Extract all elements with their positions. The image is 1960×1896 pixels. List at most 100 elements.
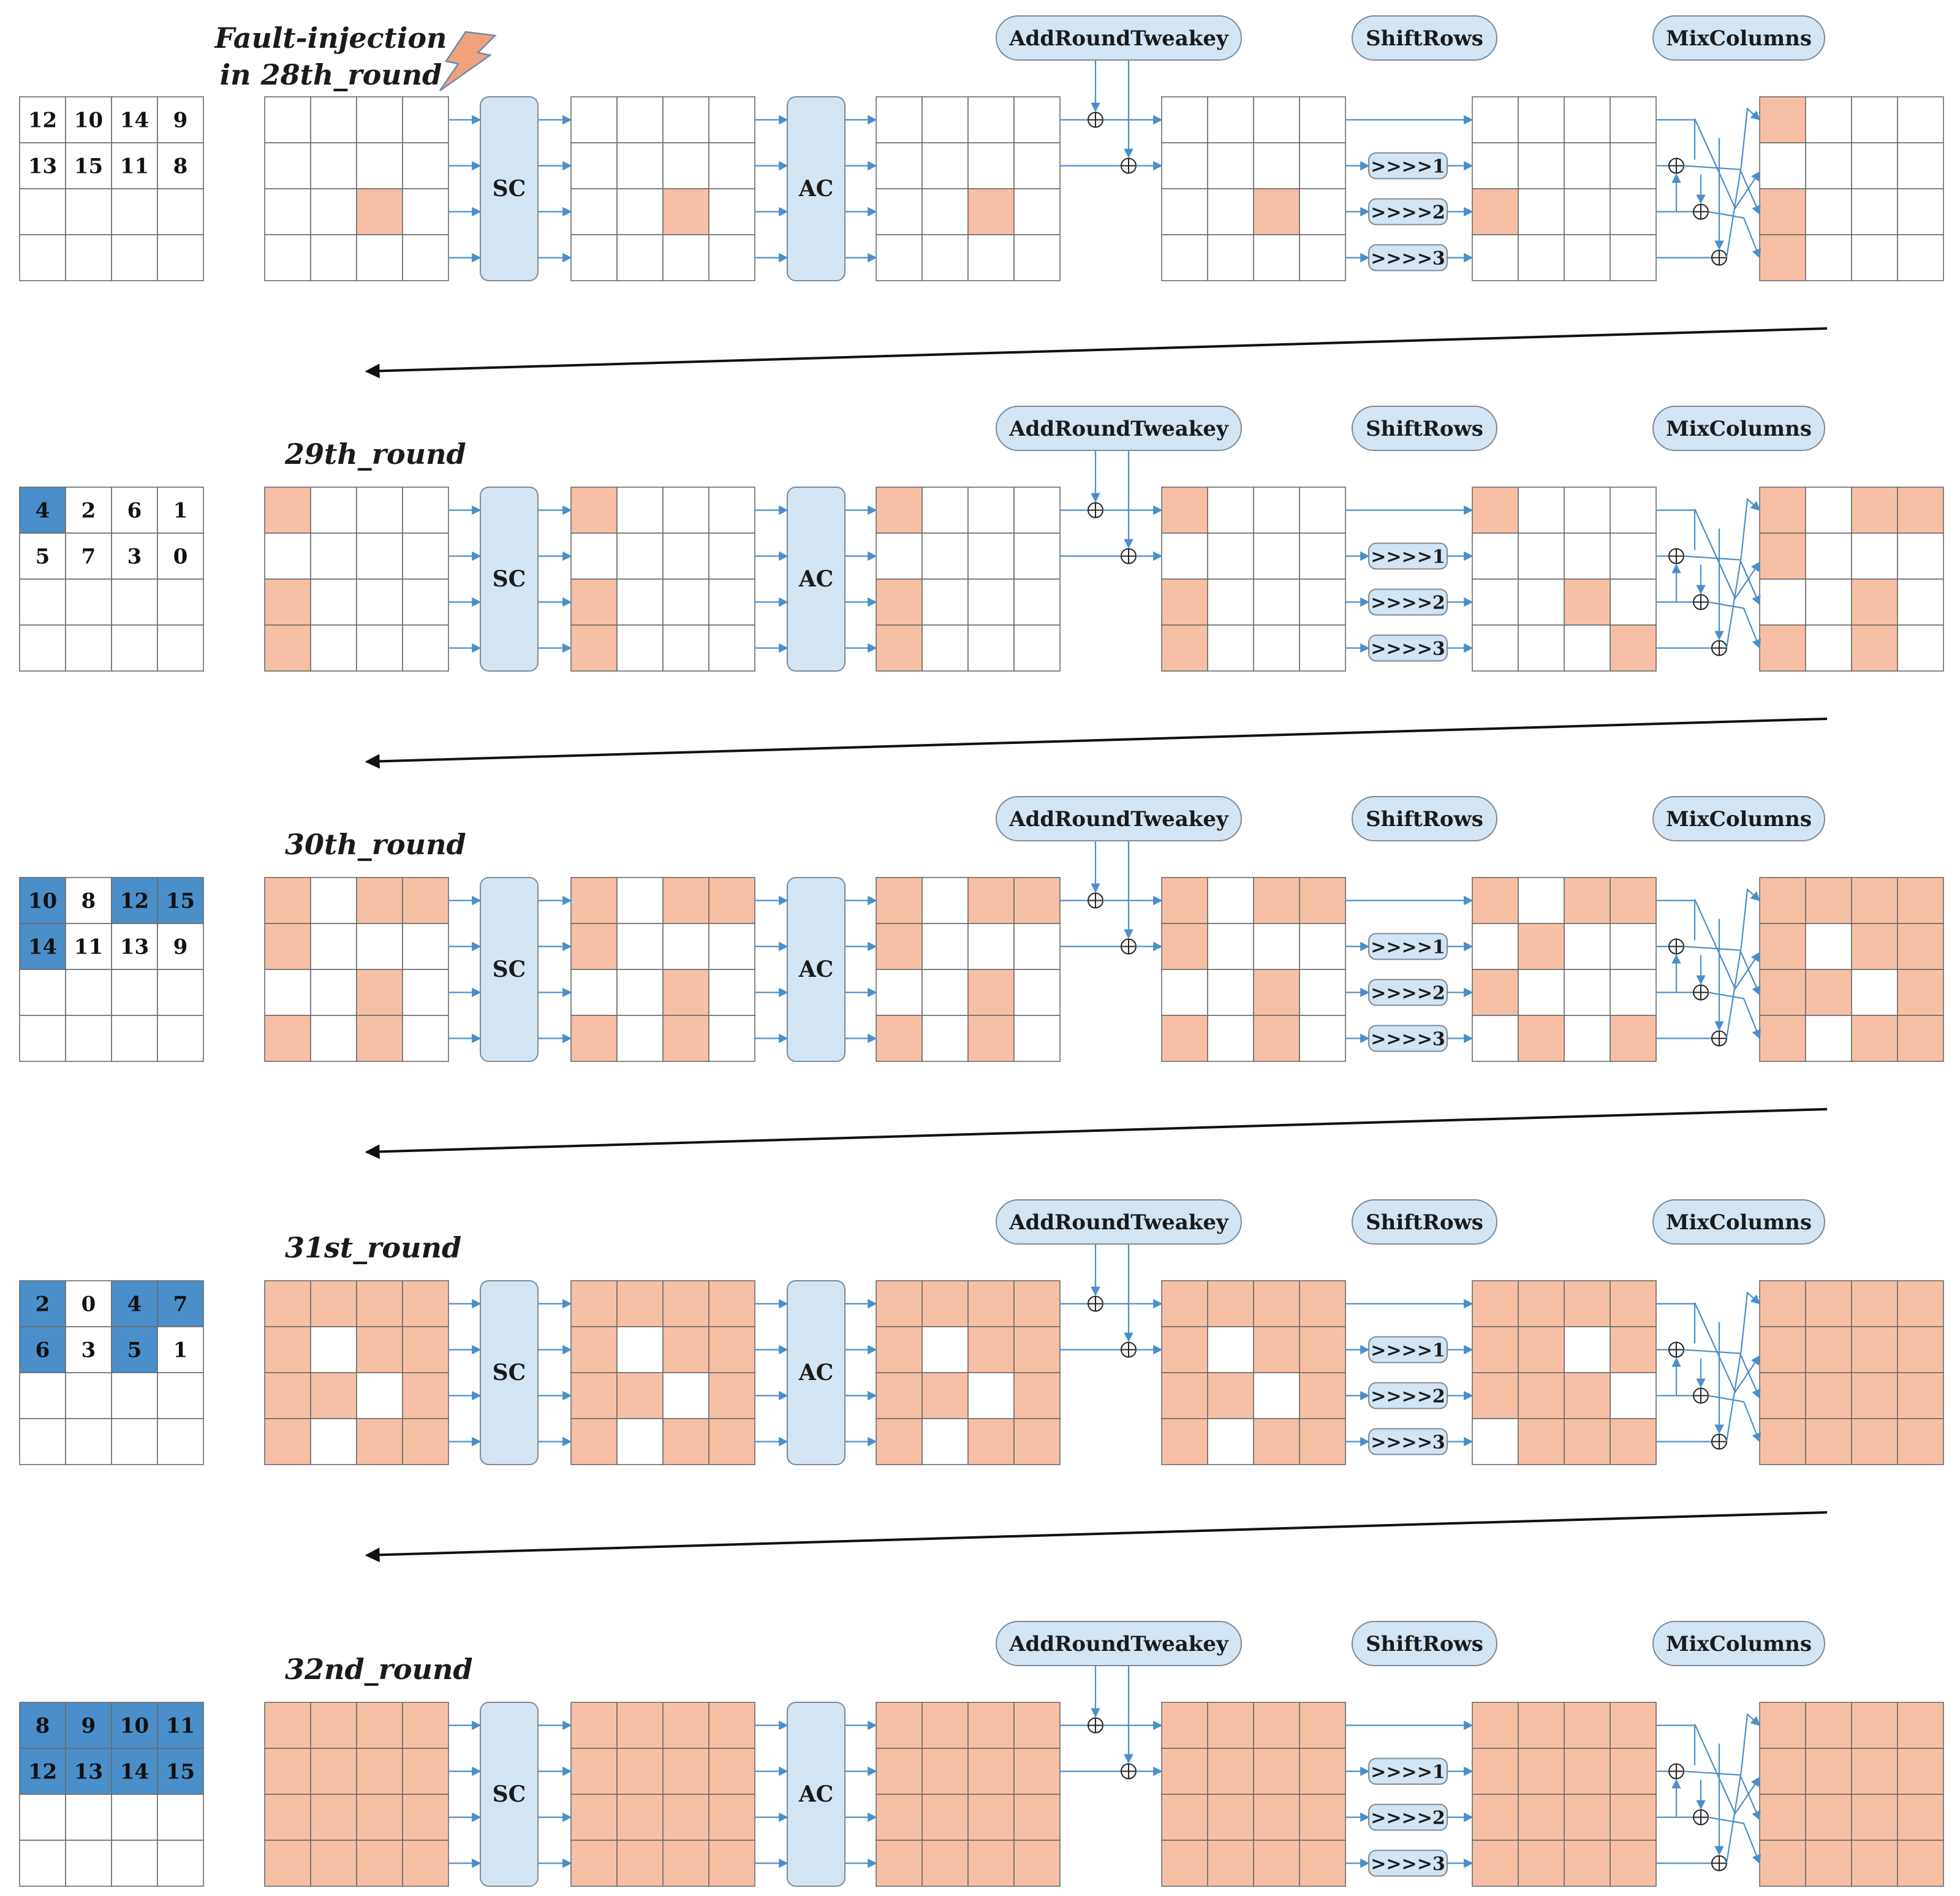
- state-cell: [570, 533, 618, 580]
- state-cell: [264, 1418, 311, 1465]
- state-cell: [616, 624, 664, 672]
- state-cell: [921, 1326, 969, 1373]
- wire-arrow: [1708, 601, 1761, 649]
- state-cell: [876, 1748, 923, 1795]
- state-cell: [662, 1280, 709, 1327]
- state-grid-5: [1472, 1280, 1657, 1465]
- tweakey-grid: 4 2 6 1 5 7 3 0: [19, 487, 204, 672]
- tweakey-cell: [111, 624, 158, 672]
- state-cell: [921, 188, 969, 235]
- state-cell: [1161, 624, 1208, 672]
- state-cell: [708, 96, 755, 143]
- state-cell: [570, 1015, 618, 1062]
- state-cell: [1518, 1794, 1565, 1841]
- tweakey-nibble: 9: [173, 935, 188, 960]
- state-cell: [310, 1702, 357, 1749]
- state-cell: [1253, 188, 1300, 235]
- wire: [1656, 900, 1696, 941]
- ac-label: AC: [798, 957, 834, 982]
- state-cell: [967, 1794, 1015, 1841]
- wire-arrow: [1693, 1724, 1760, 1815]
- xor-icon: [1693, 594, 1709, 610]
- state-cell: [1759, 1372, 1806, 1419]
- shift-rows-label: ShiftRows: [1366, 1210, 1483, 1235]
- state-cell: [1518, 533, 1565, 580]
- tweakey-nibble: 9: [81, 1714, 96, 1739]
- state-cell: [1851, 487, 1898, 534]
- shift-rows-label: ShiftRows: [1366, 417, 1483, 441]
- state-cell: [1253, 234, 1300, 281]
- state-cell: [356, 188, 403, 235]
- state-cell: [1472, 624, 1519, 672]
- state-cell: [570, 969, 618, 1016]
- tweakey-cell: [19, 877, 66, 924]
- state-cell: [1207, 1794, 1254, 1841]
- state-grid-3: [876, 877, 1061, 1062]
- tweakey-nibble: 13: [120, 935, 149, 960]
- state-cell: [1851, 1748, 1898, 1795]
- state-grid-3: [876, 1280, 1061, 1465]
- state-cell: [1897, 142, 1944, 189]
- state-cell: [1759, 1015, 1806, 1062]
- state-cell: [1013, 533, 1061, 580]
- state-cell: [1897, 877, 1944, 924]
- state-cell: [1207, 1015, 1254, 1062]
- state-cell: [1805, 1280, 1852, 1327]
- tweakey-cell: [157, 1702, 204, 1749]
- state-cell: [1013, 1280, 1061, 1327]
- state-cell: [570, 1372, 618, 1419]
- tweakey-cell: [157, 624, 204, 672]
- mix-columns-label: MixColumns: [1666, 1210, 1812, 1235]
- shift-rows-label: ShiftRows: [1366, 1632, 1483, 1656]
- state-cell: [1897, 969, 1944, 1016]
- shift-rows-pill: [1352, 15, 1497, 61]
- state-cell: [356, 487, 403, 534]
- state-cell: [402, 1794, 449, 1841]
- state-cell: [1472, 969, 1519, 1016]
- state-grid-6: [1759, 96, 1944, 281]
- state-cell: [1805, 1702, 1852, 1749]
- wire-arrow: [1693, 899, 1760, 990]
- state-cell: [1207, 923, 1254, 970]
- tweakey-cell: [65, 923, 112, 970]
- tweakey-nibble: 2: [36, 1292, 50, 1317]
- state-cell: [616, 1794, 664, 1841]
- xor-icon: [1711, 249, 1727, 266]
- state-cell: [708, 142, 755, 189]
- fault-injection-annotation: Fault-injection in 28th_round: [214, 21, 497, 92]
- state-cell: [356, 1280, 403, 1327]
- state-cell: [402, 142, 449, 189]
- state-cell: [1161, 923, 1208, 970]
- lightning-icon: [439, 31, 497, 92]
- state-cell: [1851, 578, 1898, 626]
- state-cell: [310, 96, 357, 143]
- state-cell: [662, 1015, 709, 1062]
- state-cell: [708, 533, 755, 580]
- tweakey-cell: [157, 533, 204, 580]
- state-cell: [1805, 1748, 1852, 1795]
- state-cell: [967, 624, 1015, 672]
- xor-icon: [1693, 984, 1709, 1001]
- state-cell: [1207, 578, 1254, 626]
- state-cell: [1851, 969, 1898, 1016]
- state-cell: [570, 234, 618, 281]
- tweakey-cell: [19, 923, 66, 970]
- state-cell: [1299, 1748, 1346, 1795]
- tweakey-cell: [111, 877, 158, 924]
- state-cell: [1299, 533, 1346, 580]
- state-cell: [1299, 1702, 1346, 1749]
- tweakey-cell: [65, 1840, 112, 1887]
- xor-icon: [1088, 1295, 1103, 1312]
- state-cell: [1610, 969, 1657, 1016]
- state-cell: [1851, 1015, 1898, 1062]
- tweakey-cell: [65, 1794, 112, 1841]
- state-cell: [1851, 877, 1898, 924]
- state-cell: [402, 487, 449, 534]
- state-cell: [1518, 234, 1565, 281]
- tweakey-nibble: 15: [166, 1760, 195, 1784]
- state-cell: [402, 1748, 449, 1795]
- state-cell: [1564, 1280, 1611, 1327]
- rotate-label: >>>>3: [1371, 1029, 1445, 1050]
- state-cell: [1851, 1702, 1898, 1749]
- add-round-tweakey-label: AddRoundTweakey: [1008, 1210, 1229, 1235]
